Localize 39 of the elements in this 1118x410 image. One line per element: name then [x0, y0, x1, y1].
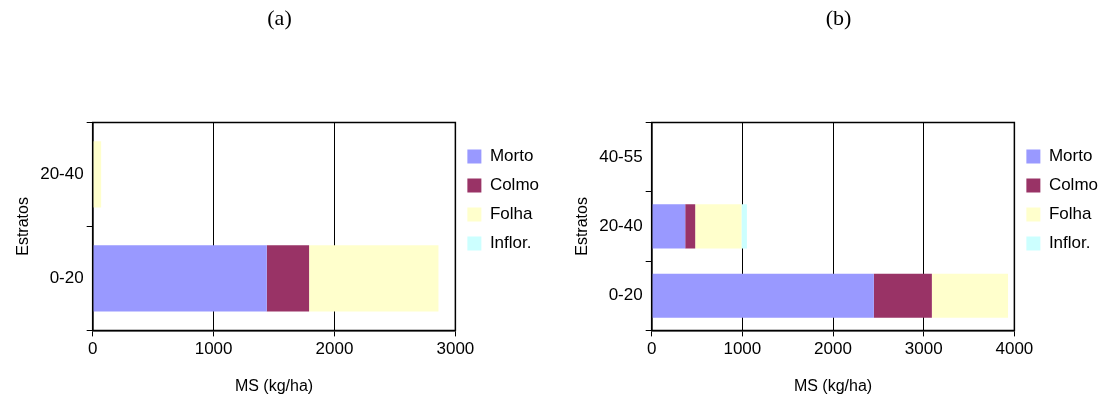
bar: [741, 204, 747, 249]
bar: [93, 245, 267, 312]
legend-label: Inflor.: [489, 233, 532, 253]
x-tick-label: 1000: [194, 339, 233, 359]
legend-label: Inflor.: [1048, 233, 1091, 253]
x-tick-label: 3000: [436, 339, 475, 359]
legend-label: Colmo: [489, 175, 539, 195]
y-axis-title: Estratos: [573, 197, 591, 256]
bar: [695, 204, 742, 249]
y-tick-label: 40-55: [599, 146, 643, 166]
y-tick-label: 20-40: [40, 164, 84, 184]
x-tick-label: 2000: [814, 339, 852, 359]
x-axis-title: MS (kg/ha): [793, 376, 873, 394]
x-tick-label: 2000: [315, 339, 354, 359]
y-tick-label: 20-40: [599, 216, 643, 236]
legend-label: Morto: [489, 146, 534, 166]
bar: [266, 245, 310, 312]
bar: [309, 245, 439, 312]
x-tick-label: 4000: [995, 339, 1034, 359]
chart-title: (b): [825, 4, 852, 30]
legend-label: Morto: [1048, 146, 1093, 166]
bar: [873, 273, 932, 318]
legend-label: Folha: [489, 204, 533, 224]
x-tick-label: 1000: [723, 339, 762, 359]
y-tick-label: 0-20: [49, 268, 84, 288]
legend-label: Folha: [1048, 204, 1092, 224]
x-axis-title: MS (kg/ha): [234, 376, 314, 394]
legend-label: Colmo: [1048, 175, 1098, 195]
bar: [685, 204, 696, 249]
bar: [652, 204, 686, 249]
y-tick-label: 0-20: [608, 285, 643, 305]
chart-title: (a): [267, 4, 292, 30]
y-axis-title: Estratos: [14, 197, 32, 256]
bar: [652, 273, 874, 318]
bar: [93, 141, 102, 208]
x-tick-label: 3000: [904, 339, 943, 359]
x-tick-label: 0: [646, 339, 657, 359]
bar: [931, 273, 1009, 318]
x-tick-label: 0: [87, 339, 98, 359]
